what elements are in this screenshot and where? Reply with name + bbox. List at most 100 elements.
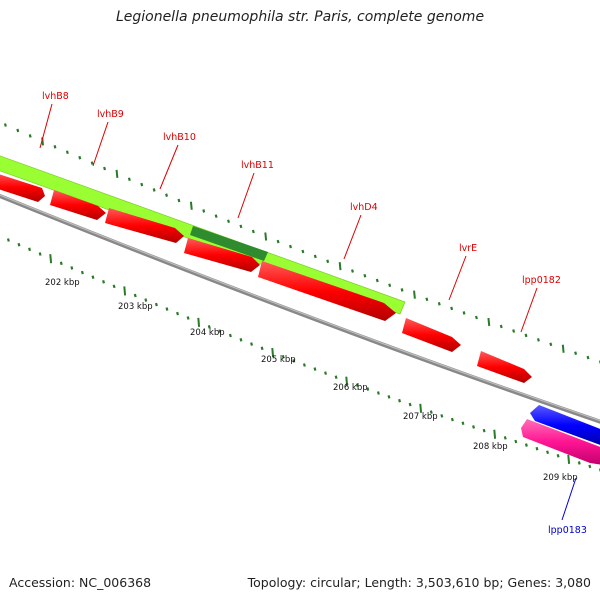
scale-label: 202 kbp [45,278,80,288]
gene-labels: lvhB8 lvhB9 lvhB10 lvhB11 lvhD4 lvrE lpp0182 lp… [39,91,587,536]
tick-mark [425,297,429,302]
tick-mark [313,254,317,259]
tick-mark [214,214,218,218]
tick-mark [90,161,94,165]
tick-mark [112,284,116,289]
gene-label-lvhd4: lvhD4 [350,202,378,213]
tick-mark [70,266,74,270]
tick-mark [228,333,232,338]
tick-mark [482,428,486,433]
tick-mark [28,247,32,252]
gene-leader-line [520,287,538,333]
lower-tick-row [6,238,600,472]
tick-mark [375,278,379,283]
tick-mark [260,346,264,351]
tick-mark [144,298,148,302]
tick-mark [271,347,275,358]
genome-backbone-highlight [0,194,600,422]
tick-mark [53,145,57,149]
tick-mark [176,311,180,316]
tick-mark [400,288,404,292]
tick-mark [250,342,254,346]
tick-mark [437,302,441,306]
gene-label-lvre: lvrE [459,243,477,254]
tick-mark [450,417,454,422]
tick-mark [351,269,354,273]
gene-leader-line [159,144,179,190]
tick-mark [461,421,465,426]
tick-mark [363,273,367,278]
tick-mark [80,270,84,275]
tick-mark [165,193,169,197]
tick-mark [462,311,466,315]
tick-mark [103,166,107,171]
tick-mark [574,351,578,355]
scale-labels: 202 kbp 203 kbp 204 kbp 205 kbp 206 kbp 207 k… [45,278,578,483]
tick-mark [186,316,190,320]
tick-mark [345,376,349,386]
tick-mark [561,344,565,353]
tick-mark [292,359,296,363]
tick-mark [152,188,156,192]
tick-mark [524,333,528,338]
tick-mark [202,209,206,213]
tick-mark [302,363,306,367]
upper-tick-row [3,123,600,364]
scale-label: 206 kbp [333,383,368,393]
tick-mark [49,254,53,264]
tick-mark [535,446,539,451]
pink-feature [521,419,600,465]
tick-mark [588,464,592,469]
gene-label-lpp0183: lpp0183 [548,525,587,536]
tick-mark [28,134,32,138]
gene-label-lvhb10: lvhB10 [163,132,196,143]
tick-mark [567,454,571,464]
gene-leader-line [561,477,577,521]
tick-mark [419,403,423,413]
tick-mark [429,410,433,414]
gene-label-lvhb8: lvhB8 [42,91,69,102]
tick-mark [218,329,222,333]
tick-mark [127,177,131,182]
tick-mark [334,375,338,379]
tick-mark [177,198,181,203]
tick-mark [512,329,516,333]
tick-mark [388,283,392,288]
tick-mark [503,436,507,440]
tick-mark [450,306,454,311]
genome-backbone [0,193,600,424]
tick-mark [556,454,560,458]
cds-arrow-7 [477,351,532,383]
gene-leader-line [39,103,53,149]
tick-mark [276,239,280,244]
tick-mark [17,242,21,247]
tick-mark [355,383,359,387]
tick-mark [189,201,193,210]
scale-label: 209 kbp [543,473,578,483]
tick-mark [16,128,20,133]
cds-arrow-6 [402,318,461,352]
tick-mark [487,317,491,327]
tick-mark [577,461,581,465]
tick-mark [6,238,10,242]
tick-mark [78,155,82,160]
operon-highlight [190,226,268,261]
tick-mark [91,275,95,279]
tick-mark [102,280,106,284]
scale-label: 203 kbp [118,302,153,312]
tick-mark [115,169,119,178]
tick-mark [338,262,342,271]
tick-mark [440,414,444,418]
cds-arrow-4 [184,238,260,272]
tick-mark [123,286,127,296]
tick-mark [207,325,211,329]
gene-leader-line [448,255,467,301]
tick-mark [376,391,380,395]
gene-label-lvhb9: lvhB9 [97,109,124,120]
tick-mark [493,429,497,439]
gene-leader-line [237,172,255,219]
tick-mark [38,252,42,256]
tick-mark [264,232,268,241]
tick-mark [366,387,370,391]
cds-arrow-1 [0,174,45,202]
